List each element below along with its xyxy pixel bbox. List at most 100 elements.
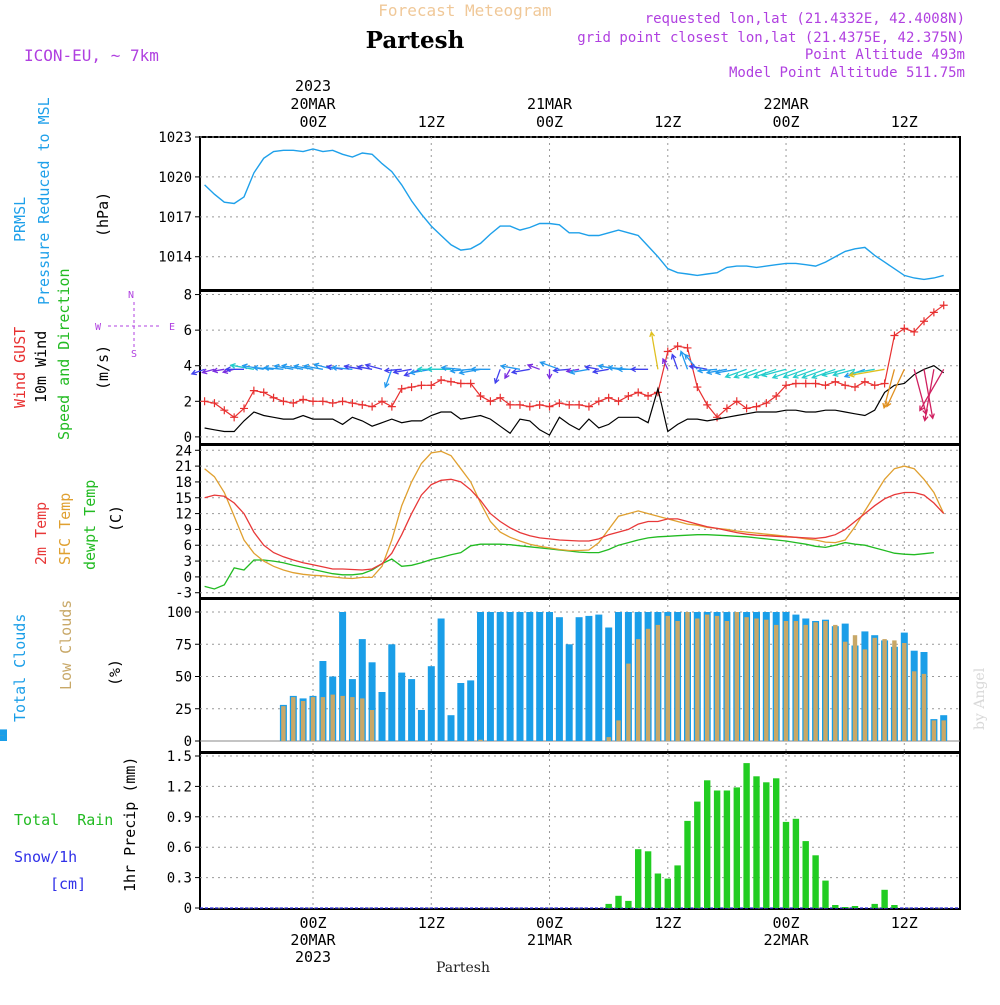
top-time-label: 12Z [891,113,918,131]
low-clouds-bar [360,698,365,741]
wind-tick-label: 0 [184,430,192,446]
low-clouds-bar [300,701,306,741]
gust-marker [496,393,505,402]
gust-marker [309,397,317,406]
pressure-panel: 1014 1017 1020 1023 [158,130,961,291]
temp-tick-label: -3 [175,586,192,602]
total-clouds-label: Total Clouds [11,614,29,722]
gust-marker [693,383,702,392]
wind-direction-arrow [832,368,856,377]
gust-marker [249,386,258,395]
low-clouds-bar [626,663,631,741]
wind-direction-arrow [801,368,826,380]
clouds-tick-label: 0 [184,734,192,750]
wind-direction-arrow [705,368,728,376]
temp-tick-label: 15 [175,491,192,507]
wind-direction-arrow [848,368,885,378]
total-clouds-bar [388,644,396,742]
gust-marker [604,393,613,402]
wind-direction-arrow [499,363,521,370]
low-clouds-bar [843,641,848,741]
low-clouds-bar [764,619,769,741]
gust-marker [821,381,830,390]
gust-marker [920,317,929,326]
wind-direction-arrow [771,368,797,380]
total-clouds-bar [605,627,613,741]
wind-direction-arrow [458,368,481,376]
gust-marker [368,402,377,411]
low-clouds-bar [310,697,316,741]
snow-label: Snow/1h [14,848,77,866]
wind-direction-arrow [733,368,757,379]
low-clouds-bar [645,628,651,741]
snow-unit-label: [cm] [50,875,86,893]
low-clouds-bar [823,621,828,741]
low-clouds-bar [478,739,483,741]
bottom-time-label: 12Z [891,914,918,932]
top-time-label: 00Z [772,113,799,131]
total-clouds-bar [339,612,347,741]
bottom-time-label: 2023 [295,948,331,966]
gust-marker [841,381,850,390]
wind-direction-arrow [252,364,274,371]
wind-direction-arrow [919,368,945,412]
wind-direction-arrow [761,368,787,378]
low-clouds-bar [744,617,749,741]
top-time-label: 00Z [536,113,563,131]
gust-marker [299,395,308,404]
total-clouds-bar [477,612,484,741]
gust-marker [407,383,416,392]
precip-tick-label: 0.9 [167,810,192,826]
rain-bar [654,873,662,908]
rain-bar [812,855,819,908]
wind-direction-arrow [714,368,737,376]
total-clouds-bar [565,644,573,742]
top-time-label: 00Z [299,113,326,131]
rain-bar [723,790,731,908]
wind-direction-arrow [383,369,393,389]
pressure-tick-label: 1014 [158,250,192,266]
low-clouds-bar [606,737,611,741]
rain-label: Total Rain [14,811,113,829]
wind-direction-arrow [662,357,669,370]
gust-marker [200,397,209,406]
low-clouds-bar [675,621,680,741]
pressure-label-2: Pressure Reduced to MSL [35,97,53,305]
gust-marker [772,391,781,400]
rain-bar [684,820,691,908]
meteogram-subtitle: Forecast Meteogram [378,1,551,20]
gust-marker [417,381,426,390]
top-time-label: 20MAR [290,95,336,113]
clouds-tick-label: 75 [175,637,192,653]
low-clouds-bar [941,720,946,741]
temp-tick-label: 18 [175,475,192,491]
wind-direction-arrow [292,363,314,370]
temp-tick-label: 0 [184,570,192,586]
sfc-temp-label: SFC Temp [56,493,74,565]
gust-marker [486,397,495,406]
low-clouds-label: Low Clouds [57,600,75,690]
wind-direction-arrow [364,363,383,370]
low-clouds-bar [330,694,335,741]
compass-w: W [95,322,102,333]
wind-direction-arrow [546,369,553,380]
total-clouds-bar [457,683,465,741]
gust-marker [860,377,869,386]
low-clouds-bar [320,697,326,741]
rain-bar [615,895,622,908]
rain-bar [802,841,809,908]
rain-bar [625,900,632,908]
gust-marker [831,377,840,386]
credit-watermark: by Angel [972,667,988,730]
low-clouds-bar [931,720,937,741]
wind-direction-arrow [782,368,807,379]
wind-direction-arrow [331,364,353,371]
low-clouds-bar [833,624,838,741]
wind-direction-arrow [792,368,816,379]
rain-bar [753,776,760,908]
pressure-line [204,148,944,281]
gust-marker [230,413,239,422]
gust-marker [851,383,860,392]
